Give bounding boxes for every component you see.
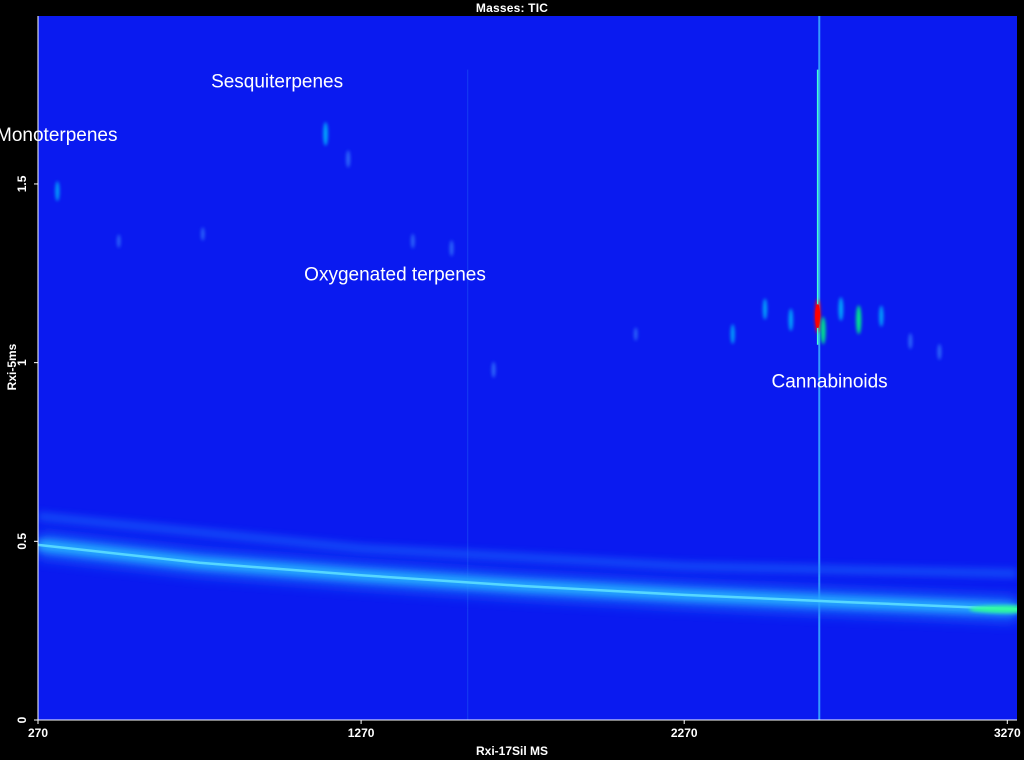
chromatogram-peak (788, 308, 794, 331)
chromatogram-peak (200, 227, 205, 241)
x-tick-label: 1270 (348, 726, 375, 740)
annotation-label: Oxygenated terpenes (304, 264, 486, 285)
chromatogram-peak (323, 122, 328, 146)
annotation-label: Monoterpenes (0, 125, 117, 146)
bleed-band-secondary (38, 512, 1017, 578)
annotation-label: Sesquiterpenes (211, 71, 343, 92)
y-tick-label: 1 (15, 359, 29, 366)
y-tick-label: 0 (15, 716, 29, 723)
chromatogram-peak (856, 305, 862, 335)
chromatogram-peak (491, 361, 496, 378)
chromatogram-peak (730, 324, 735, 344)
chromatogram-peak (633, 327, 638, 341)
y-tick-label: 0.5 (15, 533, 29, 550)
bleed-band-core (38, 543, 1017, 611)
chromatogram-peak (820, 316, 826, 345)
chromatogram-peak (762, 298, 768, 320)
chromatogram-peak (116, 234, 121, 248)
chromatogram-peak (908, 333, 913, 350)
chart-title: Masses: TIC (475, 1, 549, 15)
chromatogram-peak (449, 240, 454, 257)
x-tick-label: 270 (28, 726, 48, 740)
annotation-label: Cannabinoids (771, 372, 887, 393)
chromatogram-peak (838, 297, 844, 321)
x-tick-label: 2270 (671, 726, 698, 740)
peak-core (815, 304, 821, 329)
x-axis-label: Rxi-17Sil MS (475, 744, 549, 758)
plot-background (38, 16, 1017, 720)
y-tick-label: 1.5 (15, 175, 29, 192)
chromatogram-peak (55, 181, 60, 201)
chromatogram-peak (937, 344, 942, 360)
chromatogram-peak (879, 305, 884, 327)
chromatogram-peak (346, 150, 351, 168)
chromatogram-peak (410, 233, 415, 249)
y-axis-label: Rxi-5ms (5, 343, 19, 391)
x-tick-label: 3270 (994, 726, 1021, 740)
bleed-band-hotspot (969, 605, 1017, 614)
